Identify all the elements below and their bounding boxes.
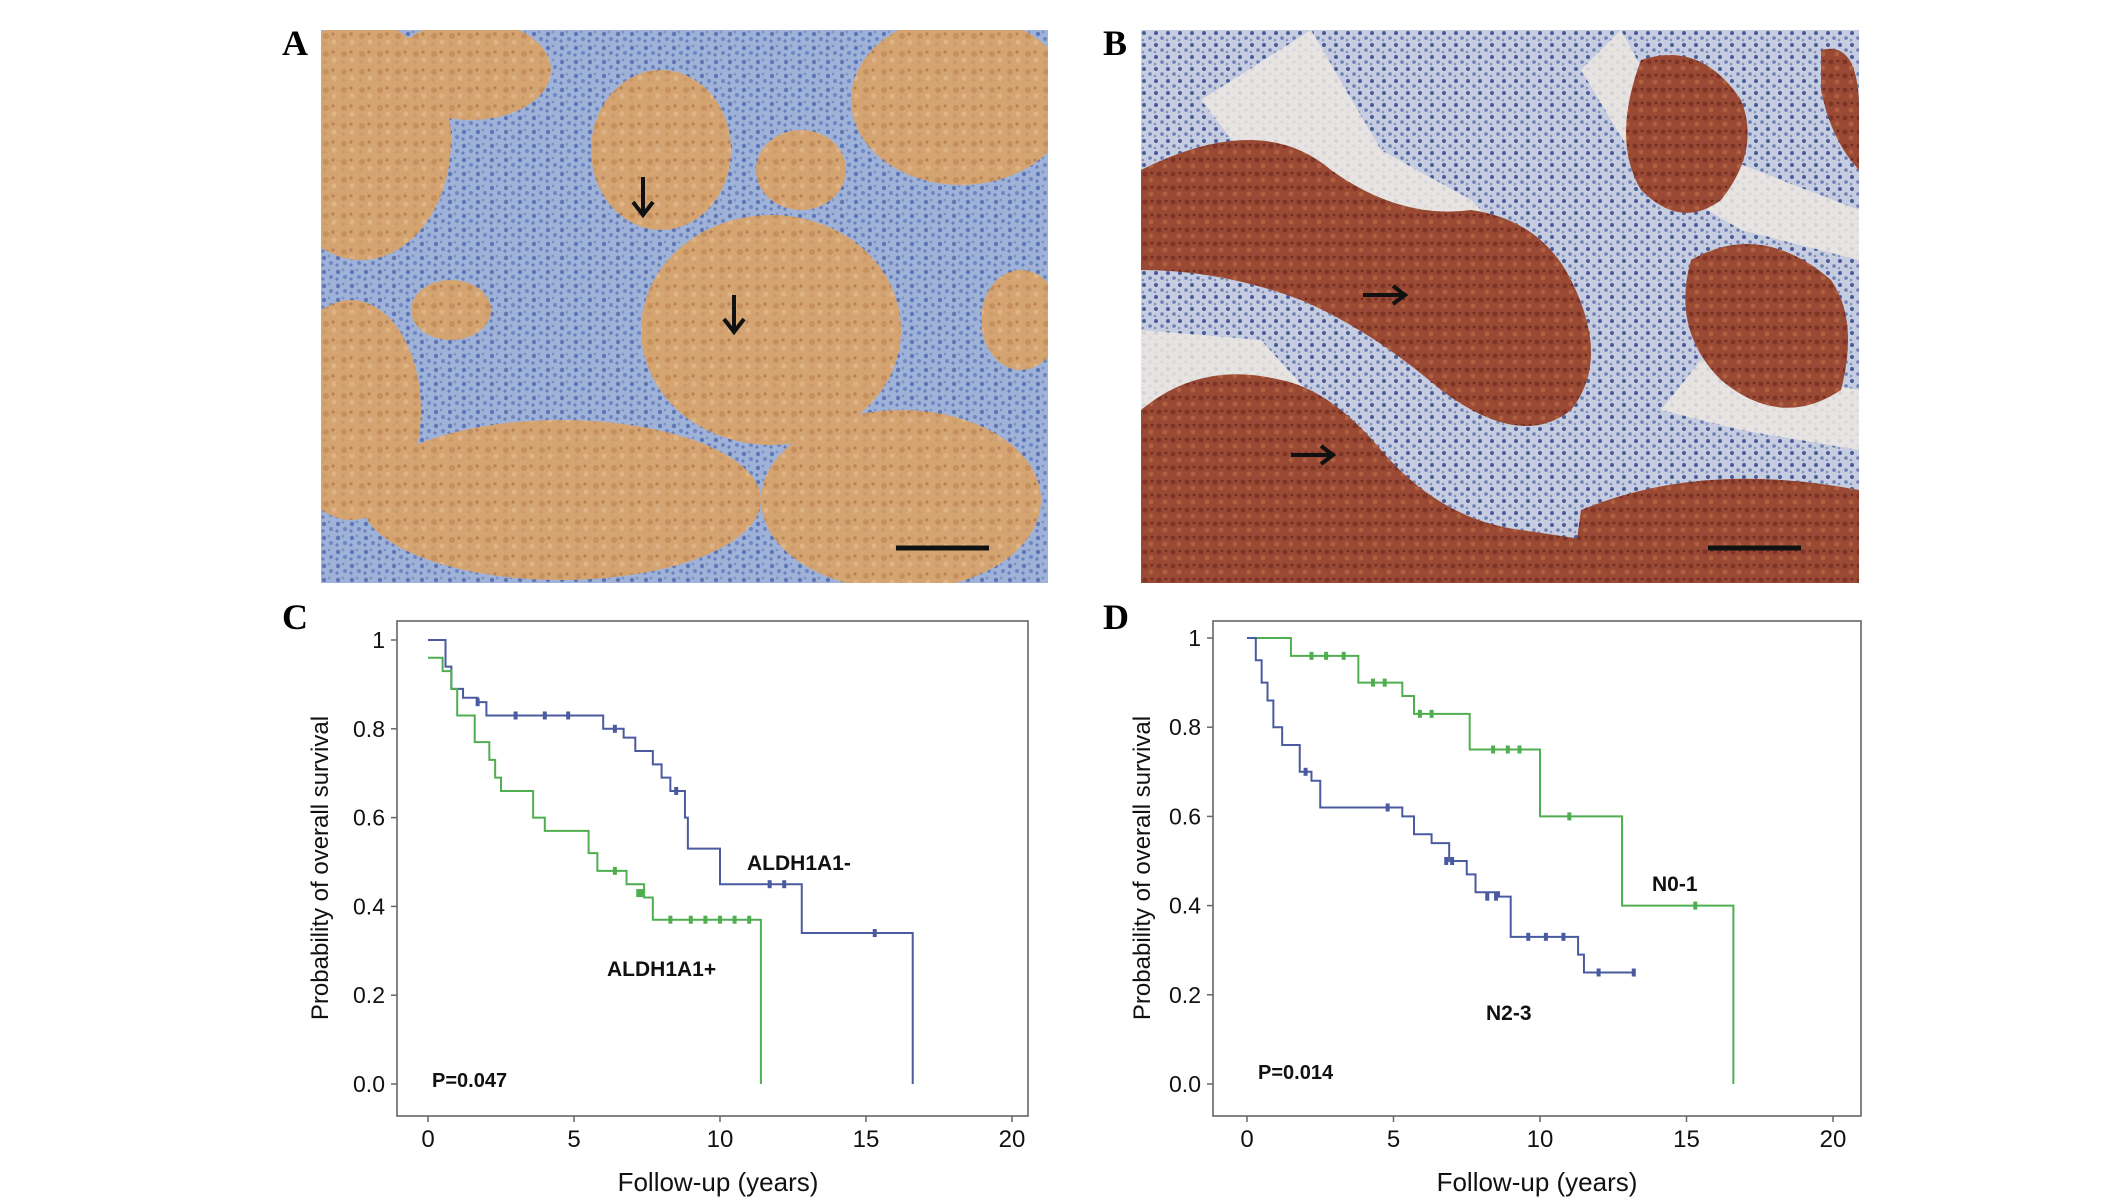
x-tick-label: 0 — [1240, 1126, 1253, 1153]
x-tick-label: 15 — [853, 1126, 880, 1153]
series-label-aldh1a1-pos: ALDH1A1+ — [607, 958, 716, 981]
survival-curve — [428, 639, 914, 1084]
x-tick-label: 10 — [707, 1126, 734, 1153]
y-tick-label: 0.6 — [353, 805, 385, 831]
plot-frame — [396, 620, 1029, 1117]
panel-label-c: C — [282, 597, 308, 637]
x-tick-label: 5 — [1387, 1126, 1400, 1153]
x-tick-label: 0 — [421, 1126, 434, 1153]
x-tick-label: 20 — [999, 1126, 1026, 1153]
y-axis-label: Probability of overall survival — [1129, 716, 1156, 1020]
micrograph-a — [321, 30, 1048, 583]
series-label-aldh1a1-neg: ALDH1A1- — [747, 852, 851, 875]
panel-label-a: A — [282, 23, 308, 63]
y-tick-label: 0.2 — [353, 982, 385, 1008]
x-tick-label: 20 — [1820, 1126, 1847, 1153]
x-axis-label: Follow-up (years) — [1437, 1167, 1638, 1197]
y-tick-label: 0.8 — [353, 716, 385, 742]
panel-label-d: D — [1103, 597, 1129, 637]
y-tick-label: 0.4 — [353, 893, 385, 919]
x-axis-label: Follow-up (years) — [618, 1167, 819, 1197]
x-tick-label: 15 — [1673, 1126, 1700, 1153]
micrograph-b — [1141, 30, 1859, 583]
y-tick-label: 0.2 — [1169, 982, 1201, 1008]
y-tick-label: 0.0 — [1169, 1071, 1201, 1097]
x-tick-label: 10 — [1527, 1126, 1554, 1153]
y-tick-label: 0.6 — [1169, 803, 1201, 829]
y-tick-label: 0.4 — [1169, 893, 1201, 919]
series-label-n0-1: N0-1 — [1652, 873, 1698, 896]
y-axis-label: Probability of overall survival — [307, 716, 334, 1020]
p-value: P=0.047 — [432, 1070, 507, 1092]
km-chart-c: Probability of overall survival Follow-u… — [307, 620, 1029, 1197]
y-tick-label: 0.8 — [1169, 714, 1201, 740]
survival-curve — [1247, 637, 1634, 974]
y-tick-label: 1 — [1188, 625, 1201, 651]
y-tick-label: 1 — [372, 627, 385, 653]
p-value: P=0.014 — [1258, 1062, 1334, 1084]
plot-frame — [1212, 620, 1862, 1117]
y-tick-label: 0.0 — [353, 1071, 385, 1097]
survival-curve — [428, 656, 762, 1084]
x-tick-label: 5 — [567, 1126, 580, 1153]
series-label-n2-3: N2-3 — [1486, 1002, 1532, 1025]
panel-label-b: B — [1103, 23, 1128, 63]
survival-curve — [1247, 637, 1735, 1084]
